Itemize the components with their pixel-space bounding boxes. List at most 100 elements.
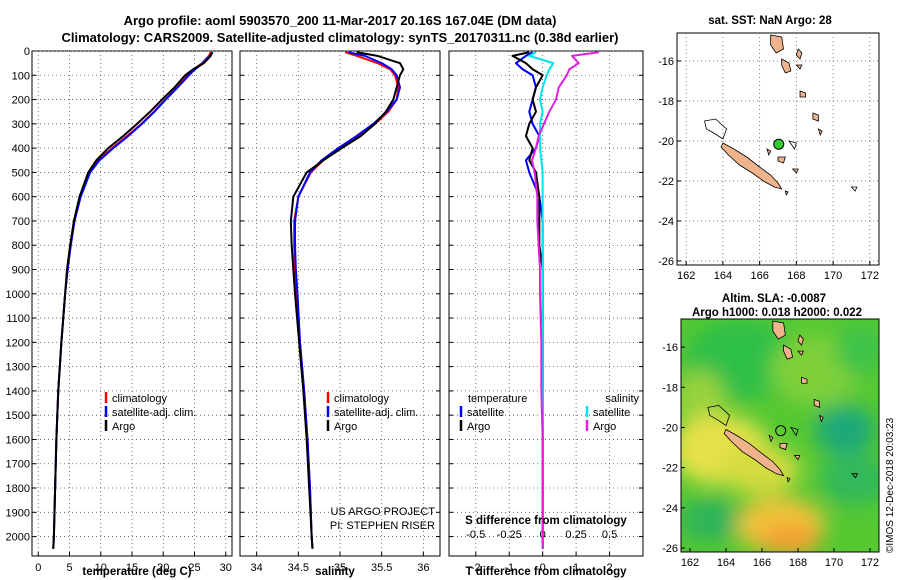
series-line-argo: [52, 51, 213, 549]
series-line-argo: [289, 51, 405, 549]
difference-xlabel: T difference from climatology: [465, 566, 627, 578]
x-tick-label: 35: [334, 562, 346, 574]
lat-tick-label: -16: [658, 56, 674, 68]
temperature-series: [52, 51, 214, 549]
island-isle-of-pines: [786, 477, 791, 483]
x-tick-label: 30: [220, 562, 232, 574]
credit-project: US ARGO PROJECT: [330, 506, 435, 518]
depth-tick-label: 700: [12, 216, 30, 228]
x-tick-label: -2: [471, 562, 481, 574]
depth-tick-label: 800: [12, 240, 30, 252]
legend-temperature-title: temperature: [468, 393, 527, 405]
lon-tick-label: 162: [677, 270, 695, 282]
difference-plot-frame: [448, 50, 644, 557]
lon-tick-label: 166: [750, 270, 768, 282]
difference-series: [511, 51, 599, 549]
temperature-panel: 0100200300400500600700800900100011001200…: [6, 46, 233, 578]
x-tick-label: 36: [417, 562, 429, 574]
x-tick-label: 15: [126, 562, 138, 574]
lat-tick-label: -20: [658, 136, 674, 148]
temperature-legend: climatology satellite-adj. clim. Argo: [104, 392, 196, 433]
difference-legend: temperature satellite Argo salinity sate…: [459, 393, 639, 433]
temperature-grid: [32, 50, 232, 556]
depth-tick-label: 1600: [6, 434, 30, 446]
reef-outline: [707, 404, 731, 427]
temperature-xlabel: temperature (deg C): [82, 566, 191, 578]
x-tick-label: 20: [157, 562, 169, 574]
island-new-caledonia: [723, 428, 785, 477]
sla-map-subtitle: Argo h1000: 0.018 h2000: 0.022: [692, 307, 862, 319]
legend-salinity-title: salinity: [605, 393, 639, 405]
lon-tick-label: 168: [787, 270, 805, 282]
island-espiritu-santo: [770, 34, 784, 54]
lat-tick-label: -26: [662, 543, 678, 555]
lon-tick-label: 164: [714, 270, 732, 282]
sst-map-ticks: 162 164 166 168 170 172 -16 -18 -20 -22 -24 -26: [658, 56, 879, 282]
x-tick-label: 10: [95, 562, 107, 574]
depth-tick-label: 1200: [6, 337, 30, 349]
lon-tick-label: 172: [861, 557, 879, 569]
depth-tick-label: 900: [12, 265, 30, 277]
depth-tick-label: 1300: [6, 362, 30, 374]
lon-tick-label: 162: [681, 557, 699, 569]
lon-tick-label: 170: [825, 557, 843, 569]
legend-argo-label: Argo: [334, 421, 357, 433]
island-erromango: [812, 112, 819, 122]
depth-tick-label: 1400: [6, 386, 30, 398]
island-new-caledonia: [720, 142, 783, 190]
depth-tick-label: 300: [12, 119, 30, 131]
island-tanna: [817, 128, 823, 137]
lat-tick-label: -16: [662, 342, 678, 354]
island-espiritu-santo: [772, 320, 786, 340]
credit-pi: PI: STEPHEN RISER: [330, 520, 435, 532]
x-tick-label: 1: [573, 562, 579, 574]
island-ouvea: [768, 434, 774, 443]
salinity-panel: 34 34.5 35 35.5 36 salinity climatology sate…: [239, 50, 441, 578]
lon-tick-label: 170: [824, 270, 842, 282]
island-ambrym: [797, 350, 805, 356]
lat-tick-label: -22: [658, 176, 674, 188]
sla-map-field: [681, 319, 879, 552]
depth-tick-label: 600: [12, 192, 30, 204]
island-erromango: [813, 398, 820, 408]
lon-tick-label: 172: [861, 270, 879, 282]
depth-tick-label: 0: [24, 46, 30, 58]
depth-tick-label: 1800: [6, 483, 30, 495]
island-malakula: [781, 58, 792, 74]
island-efate: [799, 90, 806, 98]
depth-tick-label: 500: [12, 167, 30, 179]
argo-location-marker: [775, 425, 787, 437]
depth-tick-label: 1100: [6, 313, 30, 325]
legend-argo-label: Argo: [112, 421, 135, 433]
argo-location-marker: [773, 138, 785, 150]
difference-x-ticks: -2 -1 0 1 2: [471, 552, 613, 574]
island-lifou: [779, 443, 788, 451]
lat-tick-label: -18: [662, 382, 678, 394]
salinity-difference-label: S difference from climatology: [465, 515, 627, 527]
x-tick-label: 0: [540, 562, 546, 574]
lat-tick-label: -24: [662, 503, 678, 515]
salinity-difference-tick-label: -0.5: [466, 529, 485, 541]
sla-anomaly-blobs: [681, 320, 879, 552]
x-tick-label: 0: [35, 562, 41, 574]
depth-tick-label: 2000: [6, 532, 30, 544]
lat-tick-label: -20: [662, 422, 678, 434]
island-ambrym: [795, 64, 803, 70]
island-pentecost: [797, 334, 804, 346]
reef-outline: [850, 186, 858, 192]
sla-map-frame: [680, 318, 880, 553]
figure-title-line1: Argo profile: aoml 5903570_200 11-Mar-20…: [124, 13, 557, 28]
x-tick-label: 5: [66, 562, 72, 574]
lat-tick-label: -18: [658, 96, 674, 108]
reef-outline: [789, 426, 799, 437]
depth-axis-labels: 0 100 200 300 400 500 600 700 800 900 1000 1100 1200…: [6, 46, 30, 544]
legend-s-argo-label: Argo: [593, 421, 616, 433]
legend-t-argo-label: Argo: [467, 421, 490, 433]
depth-tick-label: 1500: [6, 410, 30, 422]
lon-tick-label: 168: [789, 557, 807, 569]
sst-map-land: [704, 34, 858, 197]
x-tick-label: 34.5: [288, 562, 309, 574]
depth-tick-label: 1700: [6, 459, 30, 471]
lon-tick-label: 164: [717, 557, 735, 569]
